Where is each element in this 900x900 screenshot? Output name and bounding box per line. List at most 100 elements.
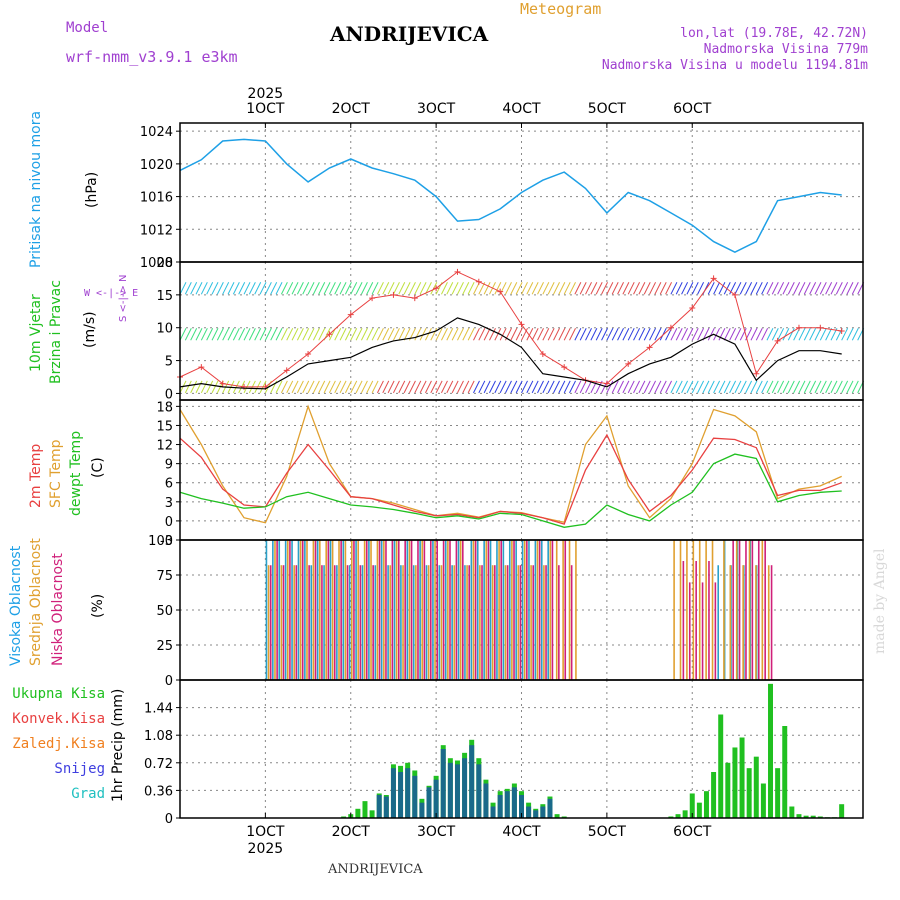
- wind-barb: [745, 380, 753, 394]
- precip-snow-bar: [383, 796, 389, 818]
- wind-barb: [355, 282, 363, 295]
- wind-barb: [200, 328, 208, 341]
- wind-barb: [531, 282, 539, 295]
- wind-barb: [713, 282, 721, 295]
- dewpt-line: [179, 453, 842, 528]
- wind-barb: [787, 328, 795, 341]
- wind-barb: [665, 282, 673, 295]
- wind-barb: [227, 282, 235, 295]
- wind-barb: [787, 380, 795, 394]
- wind-gust-marker: [539, 351, 546, 357]
- wind-barb: [232, 380, 240, 394]
- wind-barb: [569, 282, 576, 295]
- wind-barb: [334, 328, 342, 341]
- wind-barb: [803, 328, 811, 341]
- wind-barb: [601, 328, 608, 341]
- wind-barb: [569, 328, 576, 341]
- wind-barb: [360, 328, 368, 341]
- wind-barb: [739, 328, 747, 341]
- wind-barb: [291, 380, 299, 394]
- wind-gust-marker: [625, 360, 632, 367]
- bottom-station: ANDRIJEVICA: [328, 862, 423, 877]
- wind-barb: [654, 328, 662, 341]
- lonlat: lon,lat (19.78E, 42.72N): [680, 26, 868, 41]
- precip-snow-bar: [433, 779, 439, 818]
- wind-barb: [585, 380, 592, 394]
- precip-snow-bar: [540, 806, 546, 818]
- ytick-label: 1.08: [144, 729, 173, 744]
- wind-barb: [483, 380, 491, 394]
- wind-barb: [627, 282, 635, 295]
- wind-barb: [579, 282, 587, 295]
- wind-barb: [531, 328, 539, 341]
- wind-barb: [638, 380, 646, 394]
- precip-total-bar: [689, 793, 695, 818]
- wind-barb: [419, 380, 427, 394]
- wind-barb: [446, 282, 454, 295]
- wind-barb: [248, 282, 256, 295]
- wind-barb: [360, 380, 368, 394]
- wind-barb: [547, 380, 555, 394]
- wind-barb: [718, 282, 726, 295]
- wind-gust-marker: [497, 288, 504, 295]
- sfc-temp-line: [179, 404, 842, 524]
- time-label-bottom: 6OCT: [673, 824, 712, 840]
- wind-barb: [446, 380, 454, 394]
- wind-barb: [254, 282, 262, 295]
- ytick-label: -3: [160, 534, 173, 549]
- precip-total-bar: [703, 791, 709, 818]
- wind-barb: [371, 328, 379, 341]
- wind-barb: [414, 380, 422, 394]
- wind-barb: [761, 282, 769, 295]
- precip-snow-bar: [526, 806, 532, 818]
- wind-barb: [489, 328, 496, 341]
- wind-gust-marker: [817, 324, 824, 331]
- wind-barb: [654, 380, 662, 394]
- wind-barb: [713, 380, 721, 394]
- wind-barb: [446, 328, 454, 341]
- wind-barb: [707, 328, 715, 341]
- precip-total-bar: [746, 768, 752, 818]
- wind-barb: [344, 282, 352, 295]
- wind-barb: [638, 328, 646, 341]
- wind-barb: [419, 328, 427, 341]
- precip-snow-bar: [504, 791, 510, 818]
- wind-barb: [553, 282, 560, 295]
- wind-barb: [403, 380, 411, 394]
- precip-total-bar: [782, 726, 788, 818]
- wind-barb: [318, 380, 326, 394]
- wind-barb: [777, 380, 785, 394]
- wind-barb: [286, 282, 294, 295]
- wind-barb: [227, 328, 235, 341]
- wind-barb: [782, 380, 790, 394]
- wind-barb: [851, 328, 859, 341]
- ytick-label: 0: [165, 674, 173, 689]
- wind-barb: [761, 380, 769, 394]
- precip-snow-bar: [483, 783, 489, 818]
- wind-barb: [739, 380, 747, 394]
- precip-snow-bar: [376, 795, 382, 818]
- wind-barb: [585, 282, 592, 295]
- wind-barb: [542, 328, 550, 341]
- wind-barb: [478, 328, 486, 341]
- wind-barb: [633, 282, 641, 295]
- elevation: Nadmorska Visina 779m: [703, 42, 868, 57]
- time-label-bottom: 4OCT: [502, 824, 541, 840]
- wind-barb: [851, 380, 859, 394]
- legend-grad: Grad: [71, 786, 105, 802]
- wind-barb: [697, 282, 705, 295]
- precip-total-bar: [789, 806, 795, 818]
- year-label-top: 2025: [248, 86, 284, 102]
- time-label-top: 4OCT: [502, 101, 541, 117]
- pressure-line: [179, 138, 842, 254]
- wind-barb: [408, 380, 416, 394]
- wind-barb: [307, 380, 315, 394]
- wind-barb: [392, 282, 400, 295]
- precip-total-bar: [369, 810, 375, 818]
- wind-barb: [478, 380, 486, 394]
- ytick-label: 0.72: [144, 757, 173, 772]
- wind-barb: [606, 282, 614, 295]
- wind-barb: [825, 380, 833, 394]
- wind-barb: [574, 380, 582, 394]
- wind-barb: [494, 328, 502, 341]
